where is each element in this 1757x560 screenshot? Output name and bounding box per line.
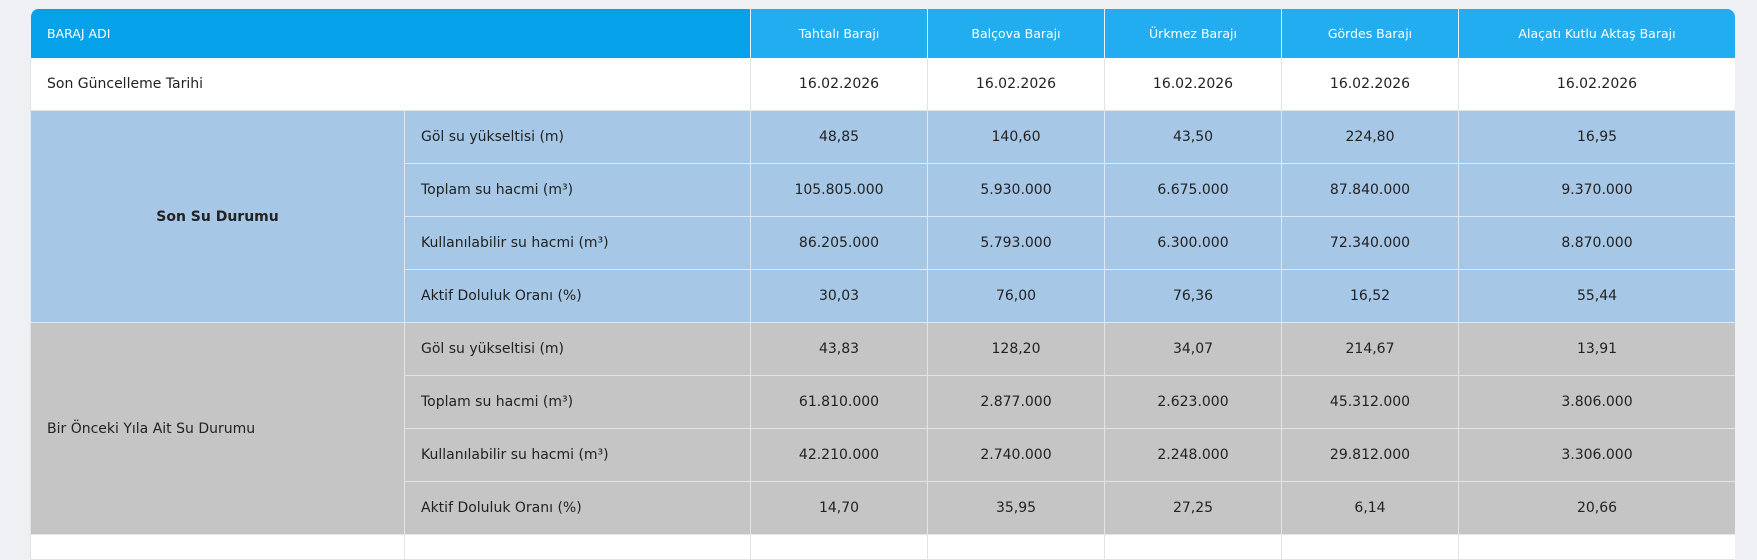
table-cell: 55,44 — [1458, 270, 1735, 323]
table-cell: 16,52 — [1281, 270, 1458, 323]
table-cell: 5.793.000 — [927, 217, 1104, 270]
row-label: Kullanılabilir su hacmi (m³) — [404, 217, 750, 270]
row-label: Toplam su hacmi (m³) — [404, 164, 750, 217]
header-cell: Alaçatı Kutlu Aktaş Barajı — [1458, 9, 1735, 58]
table-cell: 61.810.000 — [750, 376, 927, 429]
table-cell — [404, 535, 750, 560]
header-cell: BARAJ ADI — [30, 9, 750, 58]
group-label: Son Su Durumu — [30, 111, 404, 323]
table-cell — [750, 535, 927, 560]
row-label: Toplam su hacmi (m³) — [404, 376, 750, 429]
table-cell: 76,00 — [927, 270, 1104, 323]
table-cell: 2.877.000 — [927, 376, 1104, 429]
table-cell: 29.812.000 — [1281, 429, 1458, 482]
table-cell: 87.840.000 — [1281, 164, 1458, 217]
table-cell: 20,66 — [1458, 482, 1735, 535]
header-cell: Ürkmez Barajı — [1104, 9, 1281, 58]
table-cell: 128,20 — [927, 323, 1104, 376]
table-cell — [1281, 535, 1458, 560]
table-cell: 5.930.000 — [927, 164, 1104, 217]
table-cell: 105.805.000 — [750, 164, 927, 217]
table-cell: 16.02.2026 — [750, 58, 927, 111]
row-label: Aktif Doluluk Oranı (%) — [404, 270, 750, 323]
table-cell: 30,03 — [750, 270, 927, 323]
row-label: Aktif Doluluk Oranı (%) — [404, 482, 750, 535]
table-cell: 43,83 — [750, 323, 927, 376]
table-cell: 35,95 — [927, 482, 1104, 535]
row-label: Göl su yükseltisi (m) — [404, 323, 750, 376]
table-cell: 13,91 — [1458, 323, 1735, 376]
table-cell: 16,95 — [1458, 111, 1735, 164]
table-cell: 2.623.000 — [1104, 376, 1281, 429]
table-cell: 14,70 — [750, 482, 927, 535]
table-cell: 214,67 — [1281, 323, 1458, 376]
table-cell: 16.02.2026 — [927, 58, 1104, 111]
table-cell: 34,07 — [1104, 323, 1281, 376]
table-cell: 27,25 — [1104, 482, 1281, 535]
row-label: Kullanılabilir su hacmi (m³) — [404, 429, 750, 482]
table-cell — [927, 535, 1104, 560]
table-cell: 6,14 — [1281, 482, 1458, 535]
header-cell: Tahtalı Barajı — [750, 9, 927, 58]
table-cell: 3.306.000 — [1458, 429, 1735, 482]
table-cell: 16.02.2026 — [1104, 58, 1281, 111]
table-cell: 72.340.000 — [1281, 217, 1458, 270]
table-cell: 9.370.000 — [1458, 164, 1735, 217]
table-cell — [1458, 535, 1735, 560]
table-cell: 8.870.000 — [1458, 217, 1735, 270]
table-cell: 3.806.000 — [1458, 376, 1735, 429]
table-cell: 2.740.000 — [927, 429, 1104, 482]
table-cell: 43,50 — [1104, 111, 1281, 164]
table-cell: 16.02.2026 — [1281, 58, 1458, 111]
table-cell: 45.312.000 — [1281, 376, 1458, 429]
header-cell: Balçova Barajı — [927, 9, 1104, 58]
table-cell: 6.675.000 — [1104, 164, 1281, 217]
table-cell: 86.205.000 — [750, 217, 927, 270]
table-cell: 76,36 — [1104, 270, 1281, 323]
row-label: Göl su yükseltisi (m) — [404, 111, 750, 164]
group-label: Bir Önceki Yıla Ait Su Durumu — [30, 323, 404, 535]
table-cell: 2.248.000 — [1104, 429, 1281, 482]
table-cell: 224,80 — [1281, 111, 1458, 164]
row-label: Son Güncelleme Tarihi — [30, 58, 750, 111]
table-cell: 6.300.000 — [1104, 217, 1281, 270]
table-cell: 140,60 — [927, 111, 1104, 164]
header-cell: Gördes Barajı — [1281, 9, 1458, 58]
table-cell: 16.02.2026 — [1458, 58, 1735, 111]
table-cell: 42.210.000 — [750, 429, 927, 482]
table-cell — [1104, 535, 1281, 560]
table-cell: 48,85 — [750, 111, 927, 164]
